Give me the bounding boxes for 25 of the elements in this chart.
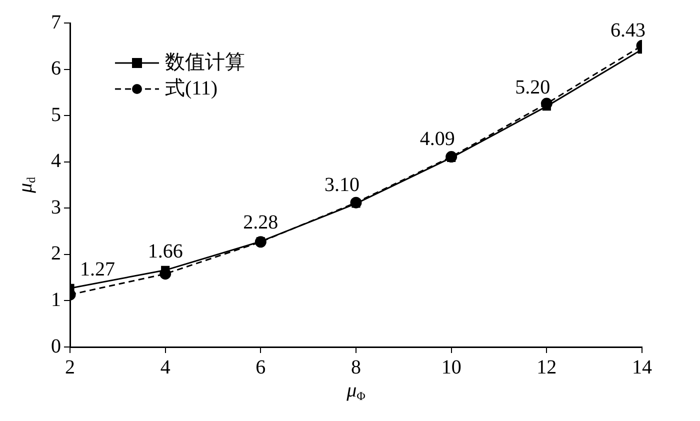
y-tick-label: 4 <box>51 150 61 172</box>
x-tick-label: 10 <box>441 356 462 378</box>
y-tick-label: 7 <box>51 11 61 34</box>
y-tick-label: 1 <box>51 288 61 311</box>
legend-label: 式(11) <box>165 77 218 100</box>
x-tick-label: 8 <box>351 356 361 378</box>
y-tick-label: 3 <box>51 196 61 218</box>
y-tick-label: 2 <box>51 242 61 265</box>
y-tick-label: 0 <box>51 335 61 358</box>
x-tick-label: 4 <box>160 356 170 378</box>
legend-label: 数值计算 <box>165 51 245 74</box>
x-tick-label: 6 <box>256 356 266 378</box>
x-tick-label: 12 <box>536 356 557 378</box>
data-label: 6.43 <box>610 20 646 42</box>
data-label: 3.10 <box>324 174 360 196</box>
x-tick-label: 14 <box>632 356 652 378</box>
data-label: 5.20 <box>515 76 550 99</box>
data-label: 1.66 <box>148 240 183 262</box>
data-label: 4.09 <box>420 128 455 150</box>
y-tick-label: 5 <box>51 104 61 126</box>
data-label: 2.28 <box>243 212 278 234</box>
data-label: 1.27 <box>80 258 115 280</box>
y-tick-label: 6 <box>51 58 61 80</box>
y-axis-title: μd <box>14 176 38 194</box>
x-tick-label: 2 <box>65 356 75 378</box>
